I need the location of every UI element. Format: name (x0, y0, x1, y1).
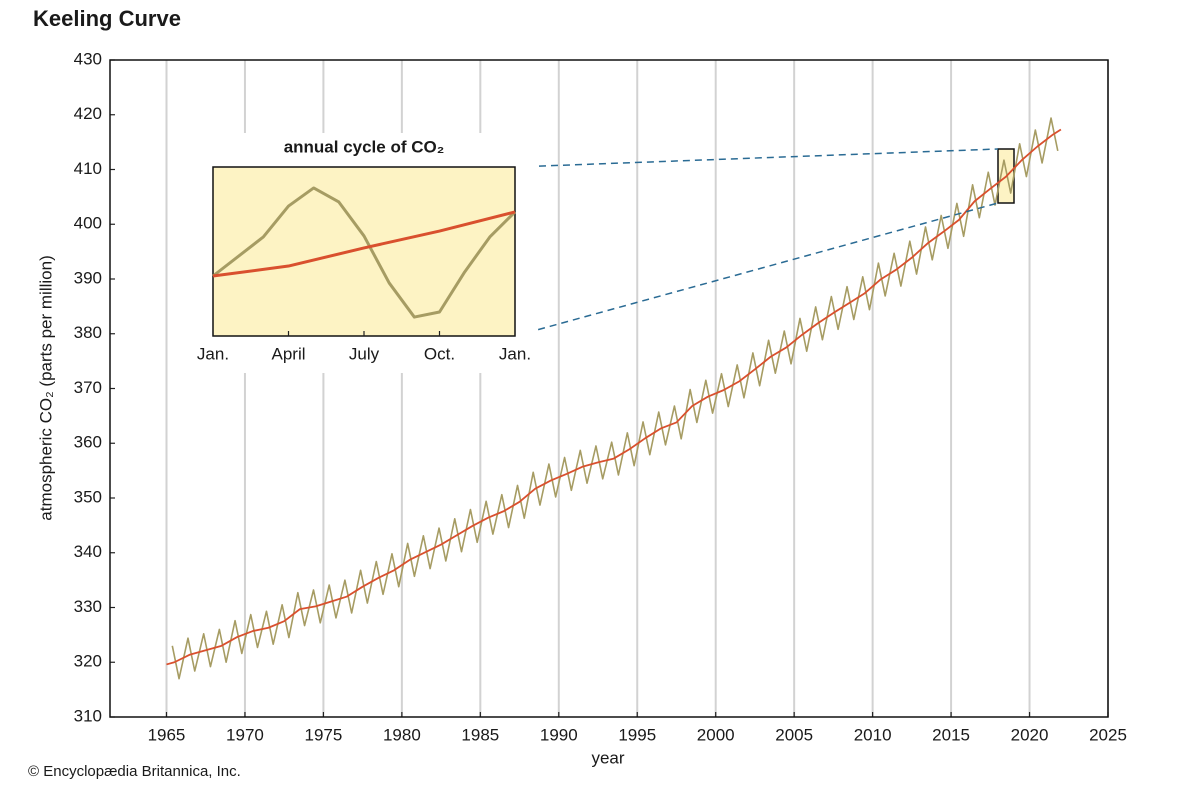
series-line (212, 210, 516, 278)
y-tick-label: 370 (74, 378, 102, 397)
y-tick-label: 350 (74, 487, 102, 506)
x-tick-label: 1990 (540, 725, 578, 744)
y-tick-label: 320 (74, 652, 102, 671)
y-tick-label: 310 (74, 706, 102, 725)
series-line (166, 128, 1062, 666)
x-tick-label: 2015 (932, 725, 970, 744)
x-tick-label: 1995 (618, 725, 656, 744)
x-tick-label: 2010 (854, 725, 892, 744)
y-tick-label: 420 (74, 104, 102, 123)
y-tick-label: 430 (74, 49, 102, 68)
x-tick-label: April (271, 344, 305, 363)
x-axis-label: year (591, 748, 624, 767)
inset-axis: Jan. April July Oct. Jan. (197, 331, 531, 363)
x-tick-label: 2025 (1089, 725, 1127, 744)
y-tick-label: 410 (74, 159, 102, 178)
y-axis-label: atmospheric CO₂ (parts per million) (36, 255, 55, 520)
x-tick-label: 2005 (775, 725, 813, 744)
series-line (212, 186, 517, 319)
y-tick-label: 380 (74, 323, 102, 342)
x-tick-label: 1975 (304, 725, 342, 744)
y-tick-label: 360 (74, 433, 102, 452)
y-tick-label: 390 (74, 268, 102, 287)
y-tick-label: 400 (74, 214, 102, 233)
x-tick-label: 1985 (461, 725, 499, 744)
x-tick-label: 1980 (383, 725, 421, 744)
plot (166, 117, 1062, 680)
x-tick-label: Jan. (499, 344, 531, 363)
plot-frame (109, 59, 1109, 718)
inset-frame (212, 166, 516, 337)
zoom-line (514, 148, 999, 168)
inset-title: annual cycle of CO₂ (284, 137, 445, 156)
zoom-line (514, 202, 999, 337)
x-tick-label: 1970 (226, 725, 264, 744)
x-tick-label: Oct. (424, 344, 455, 363)
y-tick-label: 330 (74, 597, 102, 616)
chart-title: Keeling Curve (33, 6, 181, 31)
x-tick-label: Jan. (197, 344, 229, 363)
credit: © Encyclopædia Britannica, Inc. (28, 763, 241, 780)
inset-plot (212, 186, 517, 319)
x-tick-label: 2000 (697, 725, 735, 744)
x-tick-label: 2020 (1011, 725, 1049, 744)
x-tick-label: July (349, 344, 380, 363)
y-tick-label: 340 (74, 542, 102, 561)
x-tick-label: 1965 (148, 725, 186, 744)
